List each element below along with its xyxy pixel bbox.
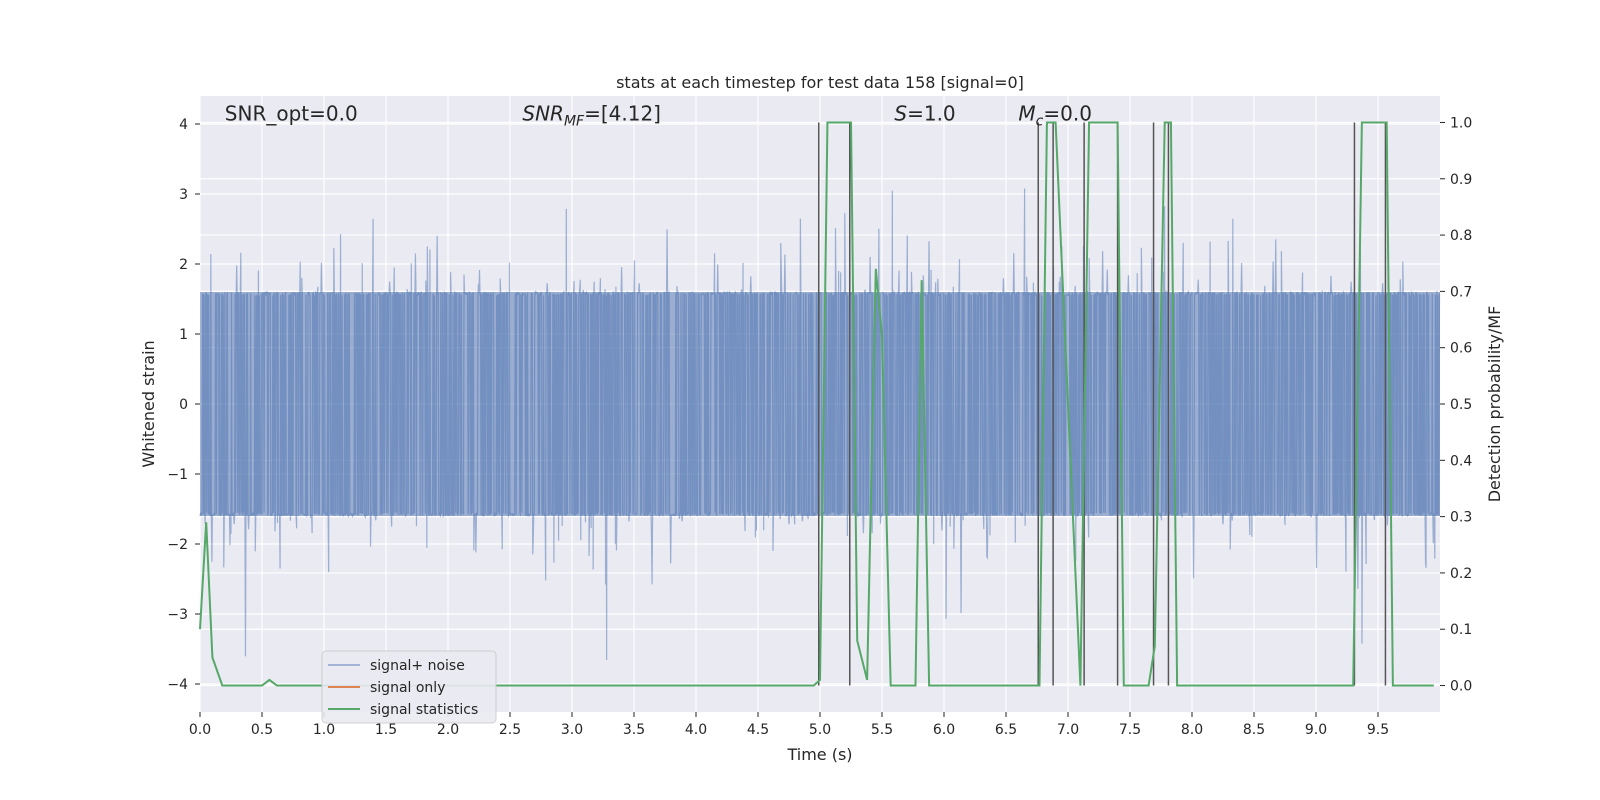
x-tick-label: 2.0 bbox=[437, 722, 459, 738]
x-tick-label: 7.0 bbox=[1057, 722, 1079, 738]
y-tick-label: 3 bbox=[179, 187, 188, 203]
y-axis-label: Whitened strain bbox=[139, 340, 158, 467]
annotations: SNR_opt=0.0 SNRMF=[4.12] S=1.0 Mc=0.0 bbox=[225, 102, 1092, 130]
legend-label: signal statistics bbox=[370, 702, 478, 718]
y-axis-ticks: −4 −3 −2 −1 0 1 2 3 4 bbox=[167, 117, 200, 693]
x-tick-label: 7.5 bbox=[1119, 722, 1141, 738]
y-tick-label: −2 bbox=[167, 537, 188, 553]
x-tick-label: 8.0 bbox=[1181, 722, 1203, 738]
annotation: SNRMF=[4.12] bbox=[522, 102, 661, 130]
annotation: SNR_opt=0.0 bbox=[225, 102, 358, 126]
y-tick-label: 2 bbox=[179, 257, 188, 273]
y2-tick-label: 0.1 bbox=[1450, 622, 1472, 638]
x-tick-label: 3.5 bbox=[623, 722, 645, 738]
y2-tick-label: 0.8 bbox=[1450, 228, 1472, 244]
y-tick-label: −4 bbox=[167, 677, 188, 693]
x-tick-label: 4.5 bbox=[747, 722, 769, 738]
series-signal-statistics bbox=[199, 121, 1434, 687]
x-tick-label: 1.5 bbox=[375, 722, 397, 738]
vertical-lines bbox=[818, 122, 1387, 686]
x-tick-label: 3.0 bbox=[561, 722, 583, 738]
x-tick-label: 2.5 bbox=[499, 722, 521, 738]
annotation: S=1.0 bbox=[894, 102, 955, 126]
series-signal-noise bbox=[199, 188, 1441, 661]
y2-tick-label: 0.3 bbox=[1450, 510, 1472, 526]
chart-title: stats at each timestep for test data 158… bbox=[616, 73, 1024, 92]
x-tick-label: 0.0 bbox=[189, 722, 211, 738]
y2-axis-label: Detection probability/MF bbox=[1485, 306, 1504, 503]
y-tick-label: 1 bbox=[179, 327, 188, 343]
x-axis-ticks: 0.0 0.5 1.0 1.5 2.0 2.5 3.0 3.5 4.0 4.5 5.0 5.5 6.0 6… bbox=[189, 712, 1389, 738]
y2-tick-label: 0.9 bbox=[1450, 172, 1472, 188]
y2-tick-label: 0.4 bbox=[1450, 453, 1472, 469]
legend-label: signal+ noise bbox=[370, 658, 465, 674]
x-tick-label: 4.0 bbox=[685, 722, 707, 738]
y-tick-label: 0 bbox=[179, 397, 188, 413]
x-tick-label: 9.0 bbox=[1305, 722, 1327, 738]
y2-axis-ticks: 0.0 0.1 0.2 0.3 0.4 0.5 0.6 0.7 0.8 0.9 1.0 bbox=[1440, 115, 1472, 695]
y2-tick-label: 0.5 bbox=[1450, 397, 1472, 413]
x-tick-label: 0.5 bbox=[251, 722, 273, 738]
y-tick-label: 4 bbox=[179, 117, 188, 133]
x-tick-label: 9.5 bbox=[1367, 722, 1389, 738]
x-tick-label: 6.0 bbox=[933, 722, 955, 738]
x-axis-label: Time (s) bbox=[786, 745, 852, 764]
x-tick-label: 1.0 bbox=[313, 722, 335, 738]
y2-tick-label: 0.6 bbox=[1450, 341, 1472, 357]
annotation: Mc=0.0 bbox=[1018, 102, 1092, 130]
legend: signal+ noise signal only signal statistic… bbox=[321, 650, 497, 724]
y-tick-label: −3 bbox=[167, 607, 188, 623]
noise-trace bbox=[199, 188, 1441, 661]
y-tick-label: −1 bbox=[167, 467, 188, 483]
x-tick-label: 6.5 bbox=[995, 722, 1017, 738]
x-tick-label: 5.0 bbox=[809, 722, 831, 738]
y2-tick-label: 0.0 bbox=[1450, 679, 1472, 695]
x-tick-label: 8.5 bbox=[1243, 722, 1265, 738]
y2-tick-label: 0.2 bbox=[1450, 566, 1472, 582]
y2-tick-label: 0.7 bbox=[1450, 284, 1472, 300]
statistics-line bbox=[199, 121, 1434, 687]
legend-label: signal only bbox=[370, 680, 445, 696]
y2-tick-label: 1.0 bbox=[1450, 115, 1472, 131]
legend-box bbox=[321, 650, 497, 724]
x-tick-label: 5.5 bbox=[871, 722, 893, 738]
